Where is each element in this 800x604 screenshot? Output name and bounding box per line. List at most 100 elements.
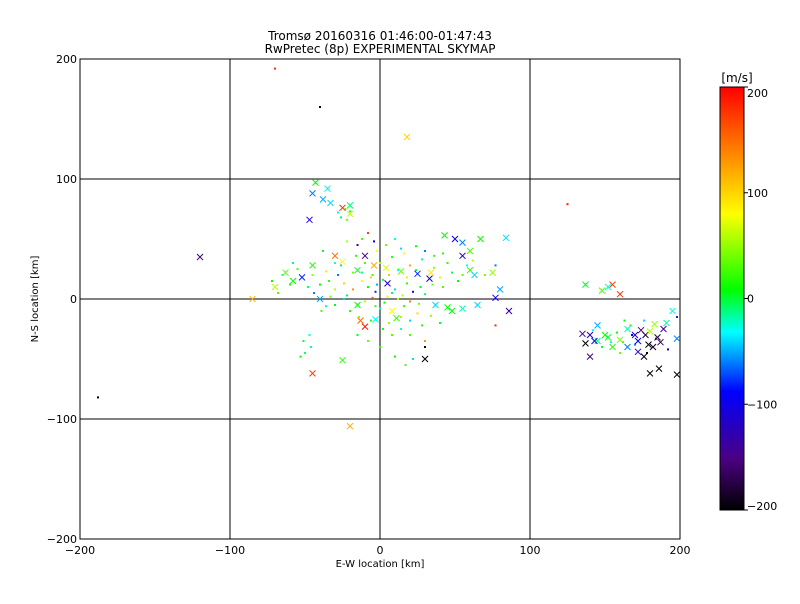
colorbar bbox=[719, 86, 745, 511]
data-point-dot bbox=[409, 264, 411, 267]
y-tick-label: 0 bbox=[70, 293, 77, 306]
data-point-dot bbox=[308, 334, 311, 336]
data-point-dot bbox=[364, 262, 366, 264]
data-point-cross bbox=[586, 353, 594, 360]
x-tick-label: 100 bbox=[520, 544, 541, 557]
data-point-cross bbox=[459, 252, 466, 260]
data-point-dot bbox=[373, 240, 375, 243]
data-point-dot bbox=[643, 319, 645, 322]
data-point-dot bbox=[433, 254, 435, 257]
data-point-cross bbox=[388, 307, 396, 315]
data-point-cross bbox=[426, 275, 433, 282]
data-point-dot bbox=[419, 286, 422, 288]
data-point-dot bbox=[412, 290, 414, 293]
data-point-dot bbox=[343, 282, 345, 285]
data-point-cross bbox=[640, 353, 648, 360]
data-point-cross bbox=[594, 337, 601, 345]
data-point-dot bbox=[430, 314, 432, 317]
data-point-dot bbox=[97, 396, 99, 399]
data-point-dot bbox=[634, 343, 636, 346]
data-point-dot bbox=[388, 274, 390, 276]
data-point-dot bbox=[371, 274, 374, 276]
data-point-dot bbox=[349, 210, 351, 213]
data-point-cross bbox=[598, 287, 606, 294]
data-point-dot bbox=[424, 250, 426, 252]
data-point-cross bbox=[505, 307, 513, 315]
data-point-dot bbox=[299, 355, 302, 358]
colorbar-tick-label: 0 bbox=[747, 293, 754, 306]
data-point-dot bbox=[472, 259, 474, 262]
data-point-cross bbox=[361, 252, 369, 260]
data-point-dot bbox=[466, 264, 468, 267]
data-point-cross bbox=[609, 343, 616, 351]
plot-grid bbox=[80, 59, 680, 539]
data-point-cross bbox=[604, 283, 612, 291]
data-point-dot bbox=[391, 334, 393, 336]
data-point-dot bbox=[494, 264, 497, 267]
data-point-dot bbox=[406, 282, 408, 285]
data-point-cross bbox=[354, 266, 361, 274]
data-point-dot bbox=[313, 292, 315, 294]
axis-ticks: −200 −100 0 100 200 −200 −100 0 100 200 bbox=[47, 53, 691, 557]
data-point-cross bbox=[582, 340, 589, 347]
data-point-cross bbox=[427, 269, 435, 276]
data-point-cross bbox=[370, 262, 378, 269]
data-point-cross bbox=[579, 330, 586, 338]
data-point-dot bbox=[415, 245, 417, 248]
data-point-cross bbox=[384, 280, 391, 287]
data-point-cross bbox=[393, 314, 400, 322]
data-point-dot bbox=[415, 269, 417, 272]
data-point-dot bbox=[409, 319, 411, 322]
data-point-dot bbox=[361, 280, 363, 282]
data-point-cross bbox=[339, 258, 346, 266]
data-point-cross bbox=[397, 268, 405, 275]
data-point-cross bbox=[477, 235, 484, 243]
data-point-cross bbox=[432, 301, 439, 309]
data-point-dot bbox=[352, 271, 354, 274]
data-point-dot bbox=[451, 271, 453, 274]
colorbar-tick-label: 100 bbox=[747, 187, 768, 200]
data-point-dot bbox=[334, 288, 336, 291]
data-point-dot bbox=[367, 286, 369, 288]
data-point-dot bbox=[619, 352, 621, 354]
data-point-dot bbox=[311, 274, 314, 276]
data-point-cross bbox=[492, 294, 499, 302]
colorbar-tick-label: −200 bbox=[747, 500, 777, 513]
data-point-dot bbox=[356, 334, 359, 336]
data-point-dot bbox=[484, 274, 486, 276]
data-point-dot bbox=[329, 295, 332, 298]
data-point-cross bbox=[496, 286, 504, 293]
data-point-cross bbox=[624, 325, 631, 333]
data-point-cross bbox=[673, 335, 680, 342]
data-point-dot bbox=[343, 298, 345, 300]
data-point-dot bbox=[400, 328, 402, 330]
data-point-dot bbox=[383, 301, 386, 304]
data-point-dot bbox=[371, 296, 374, 299]
data-point-cross bbox=[448, 307, 456, 315]
data-point-dot bbox=[623, 319, 626, 322]
data-point-dot bbox=[416, 312, 419, 315]
data-point-cross bbox=[298, 274, 306, 281]
data-point-cross bbox=[634, 348, 642, 356]
y-tick-label: 100 bbox=[56, 173, 77, 186]
data-point-cross bbox=[624, 343, 631, 351]
data-point-dot bbox=[367, 232, 369, 234]
x-tick-label: −100 bbox=[215, 544, 245, 557]
data-point-dot bbox=[379, 262, 381, 264]
data-point-cross bbox=[309, 190, 316, 197]
data-point-cross bbox=[316, 295, 324, 303]
colorbar-ticks: 200 100 0 −100 −200 bbox=[744, 86, 777, 513]
data-point-cross bbox=[331, 252, 339, 260]
data-point-dot bbox=[356, 244, 359, 246]
data-point-dot bbox=[328, 280, 330, 282]
data-point-dot bbox=[307, 286, 309, 288]
data-point-cross bbox=[591, 337, 598, 345]
data-point-cross bbox=[655, 365, 663, 372]
data-point-dot bbox=[346, 218, 348, 221]
data-point-cross bbox=[271, 283, 279, 291]
data-point-dot bbox=[394, 238, 396, 240]
data-point-dot bbox=[442, 252, 444, 255]
data-point-cross bbox=[660, 325, 667, 333]
data-point-dot bbox=[367, 340, 369, 342]
